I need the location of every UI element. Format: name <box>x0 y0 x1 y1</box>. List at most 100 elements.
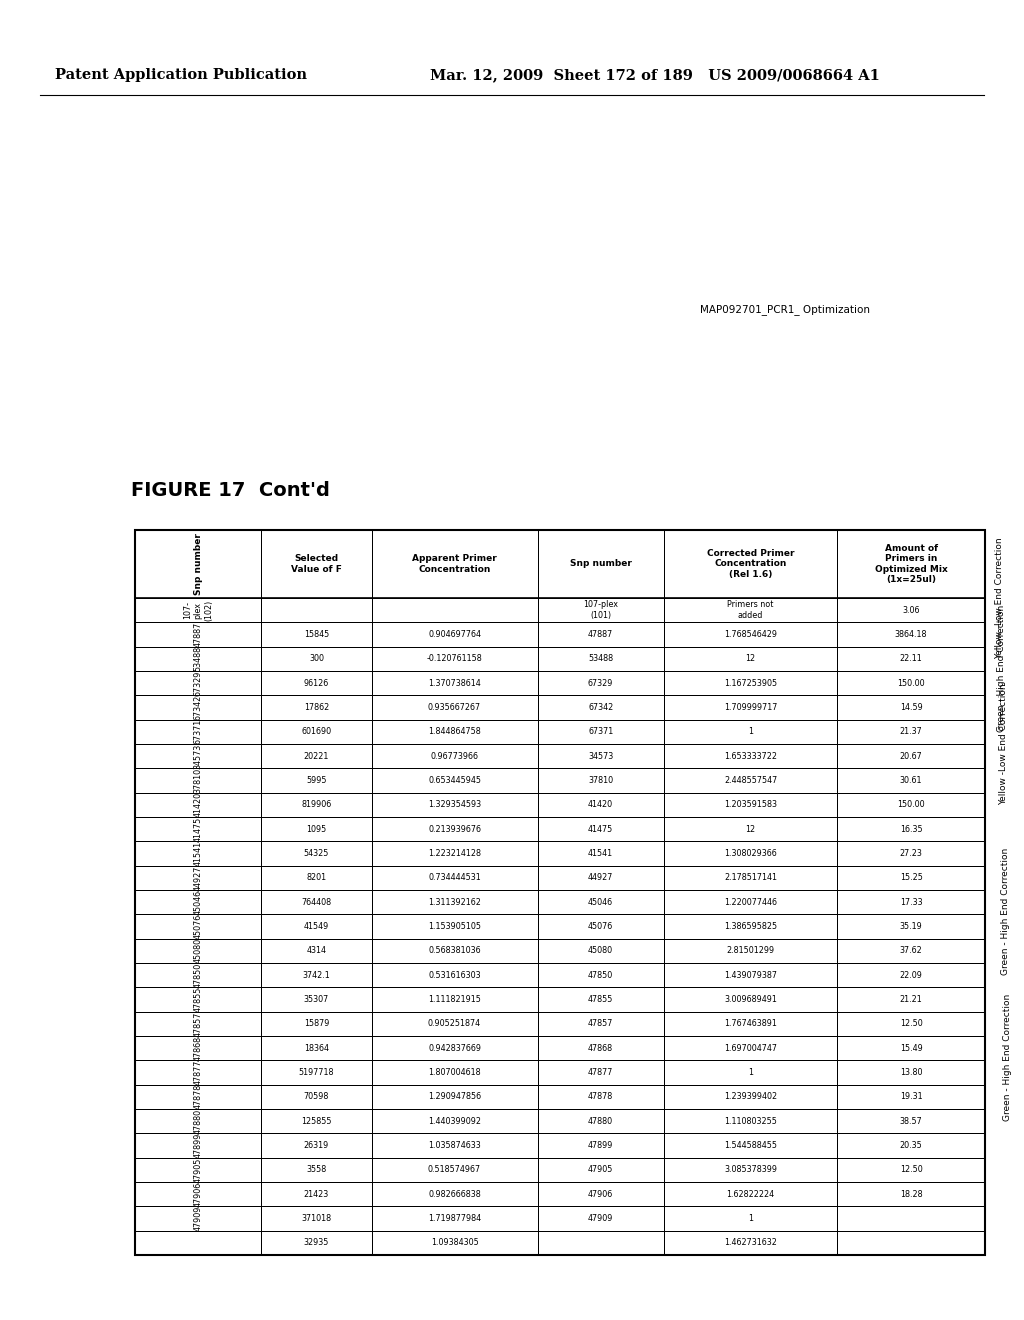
Bar <box>664 622 838 647</box>
Text: Patent Application Publication: Patent Application Publication <box>55 69 307 82</box>
Bar <box>135 964 261 987</box>
Bar <box>838 598 985 622</box>
Bar <box>538 817 664 841</box>
Bar <box>538 1036 664 1060</box>
Bar <box>838 1158 985 1181</box>
Bar <box>261 622 372 647</box>
Text: 2.448557547: 2.448557547 <box>724 776 777 785</box>
Text: 47878: 47878 <box>588 1093 613 1101</box>
Bar <box>838 1230 985 1255</box>
Bar <box>261 793 372 817</box>
Text: 18.28: 18.28 <box>900 1189 923 1199</box>
Bar <box>538 671 664 696</box>
Text: 300: 300 <box>309 655 324 664</box>
Bar <box>538 890 664 915</box>
Text: 41549: 41549 <box>304 921 329 931</box>
Text: 150.00: 150.00 <box>897 800 925 809</box>
Bar <box>372 1060 538 1085</box>
Text: 4314: 4314 <box>306 946 327 956</box>
Bar <box>261 964 372 987</box>
Text: 12.50: 12.50 <box>900 1166 923 1175</box>
Bar <box>135 915 261 939</box>
Bar <box>261 744 372 768</box>
Bar <box>372 987 538 1011</box>
Bar <box>538 1109 664 1134</box>
Bar <box>261 598 372 622</box>
Bar <box>261 696 372 719</box>
Bar <box>838 793 985 817</box>
Bar <box>838 531 985 598</box>
Bar <box>664 744 838 768</box>
Text: 1.697004747: 1.697004747 <box>724 1044 777 1052</box>
Bar <box>261 1206 372 1230</box>
Text: 47909: 47909 <box>194 1205 203 1232</box>
Text: 371018: 371018 <box>301 1214 332 1224</box>
Text: 3.009689491: 3.009689491 <box>724 995 777 1005</box>
Text: 2.81501299: 2.81501299 <box>726 946 774 956</box>
Bar <box>135 598 261 622</box>
Text: 45046: 45046 <box>588 898 613 907</box>
Text: 1.719877984: 1.719877984 <box>428 1214 481 1224</box>
Bar <box>135 939 261 964</box>
Bar <box>135 1134 261 1158</box>
Bar <box>372 964 538 987</box>
Bar <box>261 890 372 915</box>
Bar <box>664 915 838 939</box>
Bar <box>261 719 372 744</box>
Text: Mar. 12, 2009  Sheet 172 of 189   US 2009/0068664 A1: Mar. 12, 2009 Sheet 172 of 189 US 2009/0… <box>430 69 880 82</box>
Bar <box>838 696 985 719</box>
Text: 34573: 34573 <box>588 751 613 760</box>
Bar <box>372 939 538 964</box>
Text: 37810: 37810 <box>194 768 203 793</box>
Text: 47850: 47850 <box>194 962 203 987</box>
Text: 47868: 47868 <box>194 1036 203 1061</box>
Text: 12: 12 <box>745 825 756 834</box>
Text: 764408: 764408 <box>301 898 332 907</box>
Bar <box>538 1011 664 1036</box>
Bar <box>838 768 985 793</box>
Text: 1.111821915: 1.111821915 <box>428 995 481 1005</box>
Bar <box>664 841 838 866</box>
Bar <box>372 647 538 671</box>
Bar <box>261 1085 372 1109</box>
Bar <box>664 1134 838 1158</box>
Text: 20.67: 20.67 <box>900 751 923 760</box>
Text: 819906: 819906 <box>301 800 332 809</box>
Text: 1.290947856: 1.290947856 <box>428 1093 481 1101</box>
Text: 53488: 53488 <box>588 655 613 664</box>
Text: 47880: 47880 <box>194 1109 203 1134</box>
Bar <box>538 598 664 622</box>
Text: 601690: 601690 <box>301 727 332 737</box>
Text: Green - High End Correction: Green - High End Correction <box>997 605 1007 731</box>
Text: 67342: 67342 <box>194 694 203 721</box>
Text: 18364: 18364 <box>304 1044 329 1052</box>
Text: 47855: 47855 <box>194 987 203 1012</box>
Text: Green - High End Correction: Green - High End Correction <box>1001 847 1011 975</box>
Text: 8201: 8201 <box>306 874 327 882</box>
Text: Apparent Primer
Concentration: Apparent Primer Concentration <box>413 554 497 574</box>
Text: 67371: 67371 <box>194 719 203 744</box>
Bar <box>538 719 664 744</box>
Bar <box>538 622 664 647</box>
Text: 0.96773966: 0.96773966 <box>430 751 478 760</box>
Text: 45080: 45080 <box>194 939 203 964</box>
Text: 35.19: 35.19 <box>900 921 923 931</box>
Text: 0.904697764: 0.904697764 <box>428 630 481 639</box>
Text: 45076: 45076 <box>588 921 613 931</box>
Bar <box>135 841 261 866</box>
Bar <box>838 744 985 768</box>
Bar <box>135 1085 261 1109</box>
Text: 1: 1 <box>749 727 753 737</box>
Bar <box>838 671 985 696</box>
Text: 15845: 15845 <box>304 630 329 639</box>
Text: 107-
plex
(102): 107- plex (102) <box>183 599 213 620</box>
Text: 3.085378399: 3.085378399 <box>724 1166 777 1175</box>
Bar <box>261 671 372 696</box>
Bar <box>135 817 261 841</box>
Bar <box>838 915 985 939</box>
Bar <box>135 719 261 744</box>
Text: 1.439079387: 1.439079387 <box>724 970 777 979</box>
Text: 45046: 45046 <box>194 890 203 915</box>
Bar <box>135 1158 261 1181</box>
Bar <box>372 768 538 793</box>
